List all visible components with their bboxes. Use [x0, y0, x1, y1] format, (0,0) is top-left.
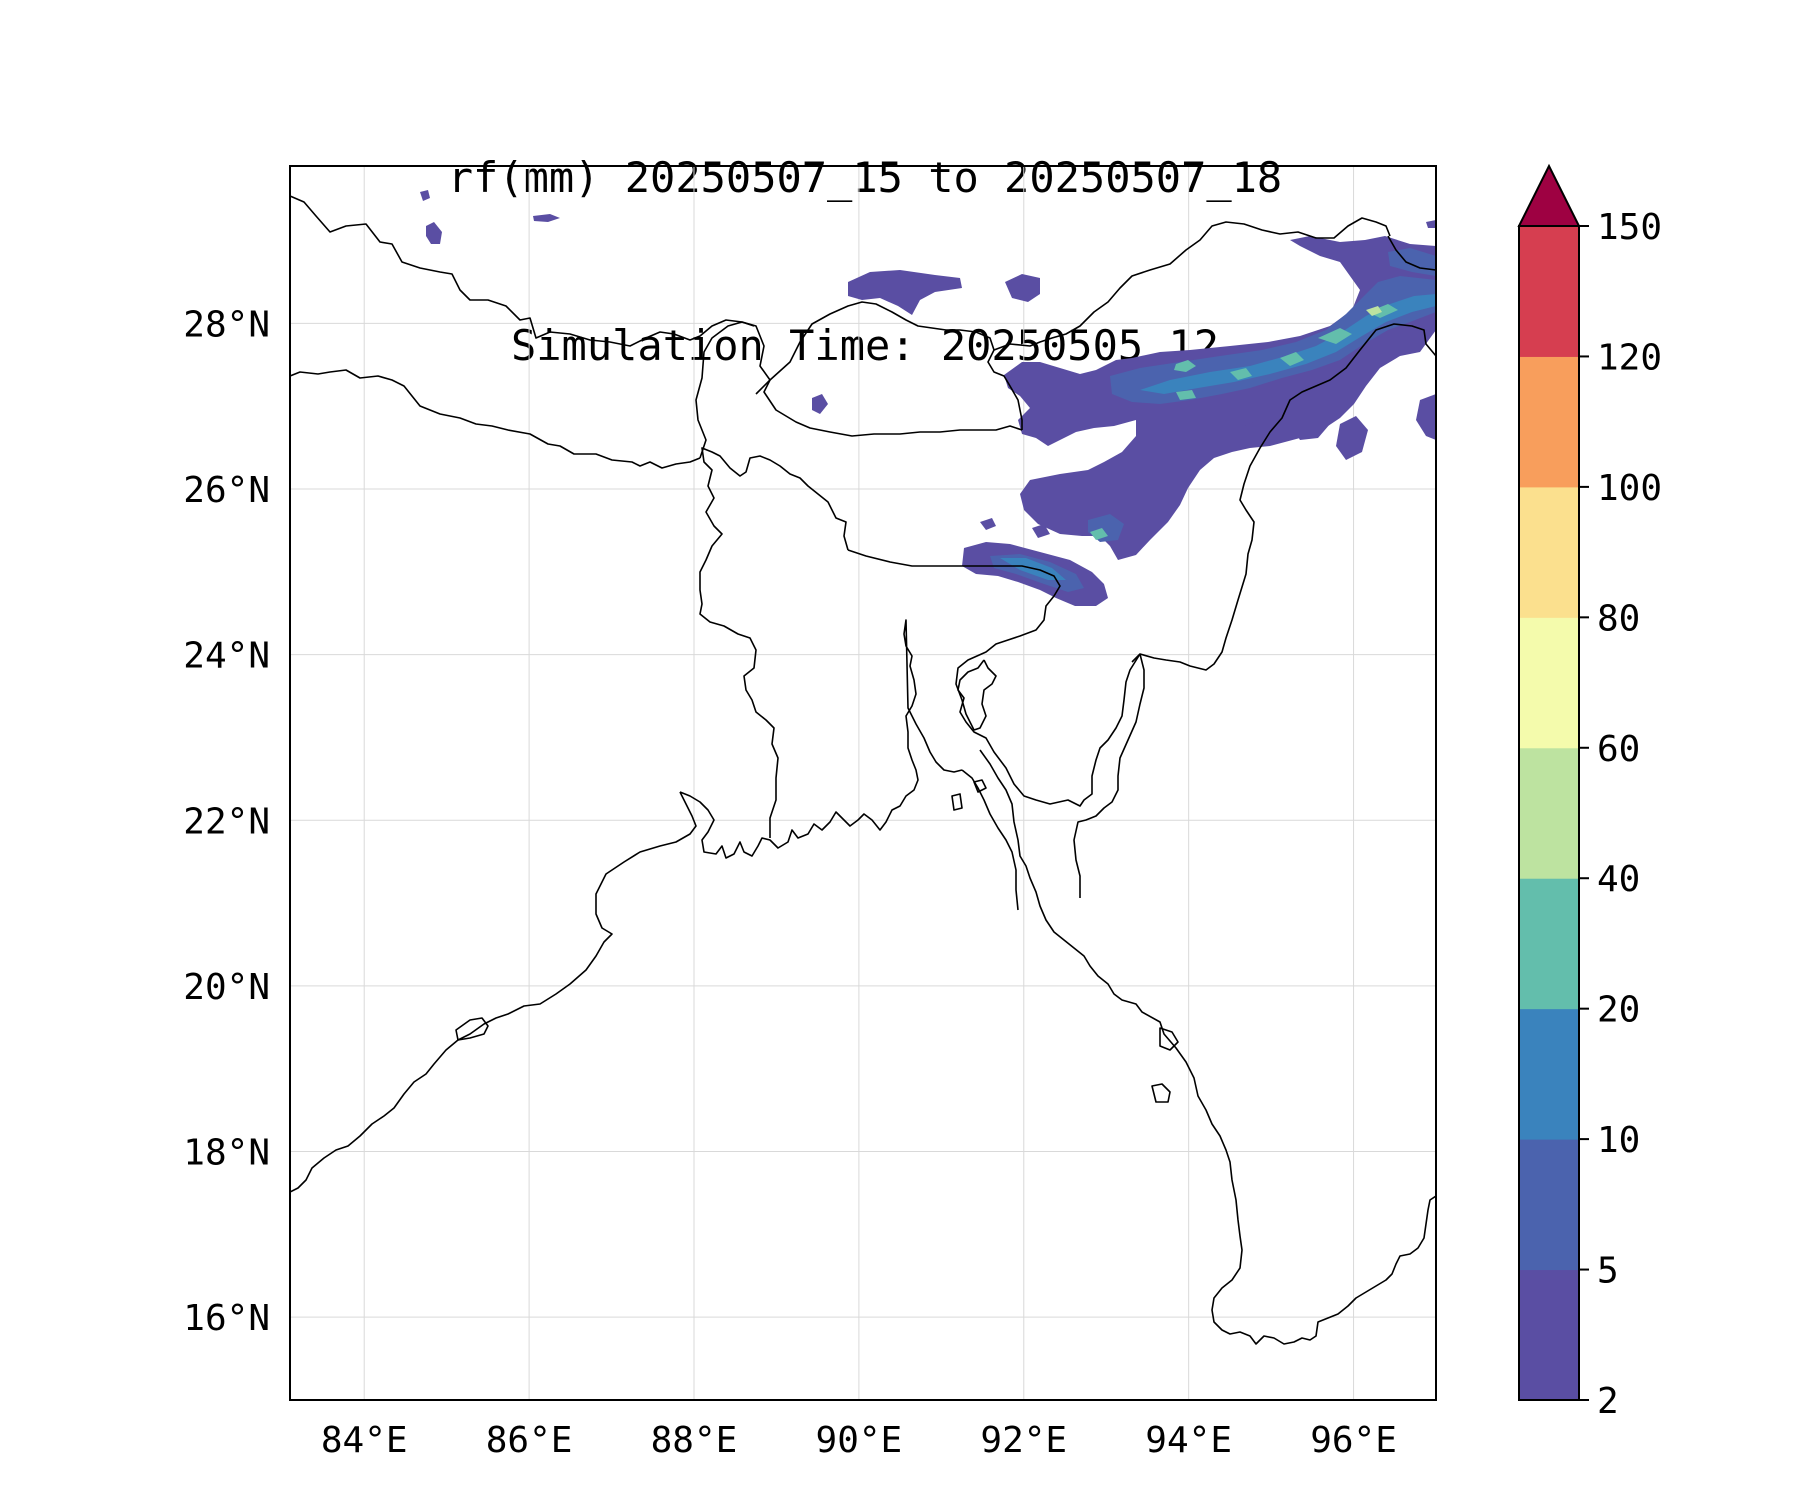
rain-area: [1318, 328, 1352, 344]
rain-area: [1005, 274, 1040, 302]
colorbar-tick-label: 120: [1597, 337, 1662, 378]
lon-tick-label: 92°E: [980, 1420, 1067, 1461]
colorbar-tick-label: 10: [1597, 1120, 1640, 1161]
country-border: [695, 321, 1023, 459]
map-frame: [289, 165, 1437, 1401]
rain-area: [1426, 220, 1436, 228]
rain-area: [1032, 524, 1050, 538]
coastline: [961, 769, 1019, 911]
rain-area: [1176, 390, 1196, 400]
lon-tick-label: 90°E: [816, 1420, 903, 1461]
rain-area: [420, 190, 430, 201]
colorbar-tick-label: 40: [1597, 859, 1640, 900]
lat-tick-label: 20°N: [183, 967, 270, 1008]
rain-area: [1280, 352, 1304, 366]
coastline: [679, 619, 963, 859]
colorbar-extend-arrow: [1517, 163, 1581, 227]
colorbar-segment: [1519, 878, 1579, 1010]
lat-tick-label: 18°N: [183, 1133, 270, 1174]
colorbar: 2 5 10 20 40 60 80 100 120 150: [1517, 163, 1662, 1422]
colorbar-segment: [1519, 1008, 1579, 1140]
coastline: [951, 793, 963, 811]
country-border: [699, 447, 849, 838]
rain-area: [533, 214, 560, 222]
coastline: [979, 749, 1436, 1345]
colorbar-tick-label: 100: [1597, 468, 1662, 509]
lat-tick-label: 16°N: [183, 1298, 270, 1339]
colorbar-tick-label: 80: [1597, 598, 1640, 639]
country-border: [1387, 235, 1436, 271]
country-border: [290, 369, 701, 469]
coastline: [973, 779, 987, 793]
colorbar-tick-label: 20: [1597, 990, 1640, 1031]
country-border: [847, 549, 1061, 731]
lon-tick-label: 96°E: [1310, 1420, 1397, 1461]
rain-area: [1336, 416, 1368, 460]
lat-tick-label: 26°N: [183, 470, 270, 511]
colorbar-segment: [1519, 356, 1579, 488]
lon-tick-label: 88°E: [651, 1420, 738, 1461]
coastline-and-borders: [290, 195, 1436, 1345]
colorbar-segment: [1519, 617, 1579, 749]
rain-area: [848, 270, 962, 315]
rain-area: [1140, 294, 1436, 394]
lat-tick-label: 28°N: [183, 304, 270, 345]
colorbar-frame: [1518, 225, 1580, 1401]
rain-area: [1366, 306, 1382, 316]
rain-area: [1230, 368, 1252, 380]
coastline: [1151, 1083, 1171, 1103]
title-line-2: Simulation Time: 20250505_12: [510, 321, 1219, 370]
rain-area: [1174, 360, 1196, 372]
map-title: rf(mm) 20250507_15 to 20250507_18 Simula…: [290, 38, 1440, 430]
colorbar-tick-label: 60: [1597, 729, 1640, 770]
rain-area: [1004, 236, 1436, 560]
rain-area: [1090, 528, 1108, 540]
colorbar-segment: [1519, 1269, 1579, 1401]
lon-tick-label: 86°E: [486, 1420, 573, 1461]
country-border: [290, 195, 755, 347]
country-border: [755, 301, 1023, 430]
title-line-1: rf(mm) 20250507_15 to 20250507_18: [447, 153, 1283, 202]
coastline: [455, 1017, 489, 1041]
rain-area: [980, 518, 996, 530]
rain-area: [426, 222, 442, 244]
country-border: [957, 653, 1141, 807]
coastline: [290, 791, 697, 1193]
country-border: [993, 217, 1391, 351]
lat-tick-label: 22°N: [183, 801, 270, 842]
rain-area: [1244, 420, 1266, 444]
lon-tick-label: 84°E: [321, 1420, 408, 1461]
lon-tick-label: 94°E: [1145, 1420, 1232, 1461]
colorbar-tick-label: 150: [1597, 207, 1662, 248]
country-border: [1073, 653, 1145, 898]
map-axes: 84°E 86°E 88°E 90°E 92°E 94°E 96°E 16°N 18°N 20°N…: [183, 304, 1397, 1461]
colorbar-segment: [1519, 226, 1579, 357]
colorbar-tick-label: 5: [1597, 1251, 1619, 1292]
country-border: [1131, 323, 1436, 671]
lat-tick-label: 24°N: [183, 636, 270, 677]
colorbar-tick-label: 2: [1597, 1381, 1619, 1422]
colorbar-segment: [1519, 1139, 1579, 1271]
colorbar-segment: [1519, 486, 1579, 618]
rain-area: [1294, 412, 1330, 440]
rain-area: [1110, 276, 1436, 404]
coastline: [1159, 1027, 1179, 1051]
rain-area: [1416, 394, 1436, 440]
colorbar-segment: [1519, 747, 1579, 879]
rainfall-field: [420, 190, 1436, 606]
rain-area: [812, 394, 828, 414]
